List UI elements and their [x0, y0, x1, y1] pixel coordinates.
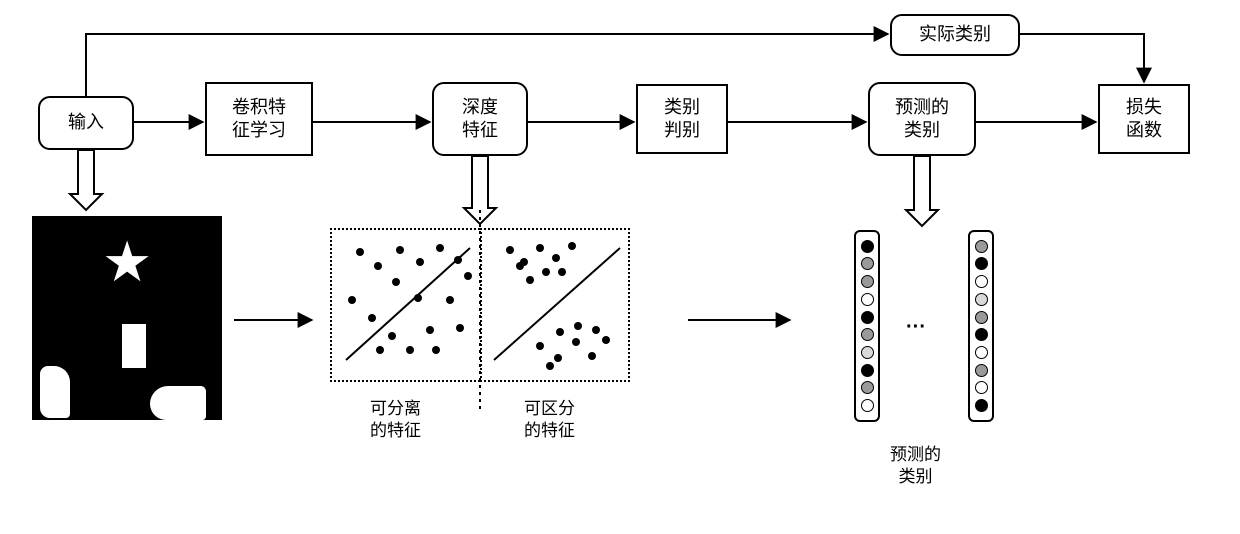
scatter-left-box — [330, 228, 480, 382]
input-image: ★ — [32, 216, 222, 420]
star-icon: ★ — [102, 234, 152, 290]
white-block-1 — [122, 324, 146, 368]
node-actual-label: 实际类别 — [919, 23, 991, 46]
prediction-vector-2 — [968, 230, 994, 422]
white-blob-2 — [150, 386, 206, 420]
node-deep-label: 深度 特征 — [462, 96, 498, 143]
node-conv-label: 卷积特 征学习 — [232, 96, 286, 143]
node-actual: 实际类别 — [890, 14, 1020, 56]
white-blob-1 — [40, 366, 70, 418]
scatter-left-label: 可分离 的特征 — [370, 398, 421, 442]
node-loss-label: 损失 函数 — [1126, 96, 1162, 143]
diagram-canvas: 输入 卷积特 征学习 深度 特征 类别 判别 预测的 类别 实际类别 损失 函数… — [0, 0, 1240, 534]
prediction-vector-1 — [854, 230, 880, 422]
node-predicted-label: 预测的 类别 — [895, 96, 949, 143]
scatter-right-label: 可区分 的特征 — [524, 398, 575, 442]
node-classify-label: 类别 判别 — [664, 96, 700, 143]
node-deep: 深度 特征 — [432, 82, 528, 156]
scatter-right-box — [480, 228, 630, 382]
ellipsis-icon: ··· — [906, 316, 926, 339]
vectors-label: 预测的 类别 — [890, 444, 941, 488]
node-conv: 卷积特 征学习 — [205, 82, 313, 156]
node-predicted: 预测的 类别 — [868, 82, 976, 156]
node-classify: 类别 判别 — [636, 84, 728, 154]
node-input: 输入 — [38, 96, 134, 150]
node-input-label: 输入 — [68, 111, 104, 134]
node-loss: 损失 函数 — [1098, 84, 1190, 154]
